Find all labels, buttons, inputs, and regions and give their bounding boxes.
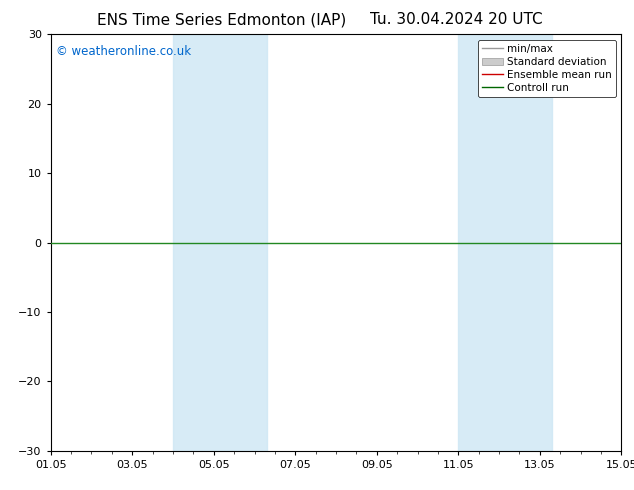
Legend: min/max, Standard deviation, Ensemble mean run, Controll run: min/max, Standard deviation, Ensemble me… bbox=[478, 40, 616, 97]
Text: Tu. 30.04.2024 20 UTC: Tu. 30.04.2024 20 UTC bbox=[370, 12, 543, 27]
Bar bbox=[458, 34, 552, 451]
Text: ENS Time Series Edmonton (IAP): ENS Time Series Edmonton (IAP) bbox=[97, 12, 347, 27]
Text: © weatheronline.co.uk: © weatheronline.co.uk bbox=[56, 45, 191, 58]
Bar bbox=[173, 34, 267, 451]
